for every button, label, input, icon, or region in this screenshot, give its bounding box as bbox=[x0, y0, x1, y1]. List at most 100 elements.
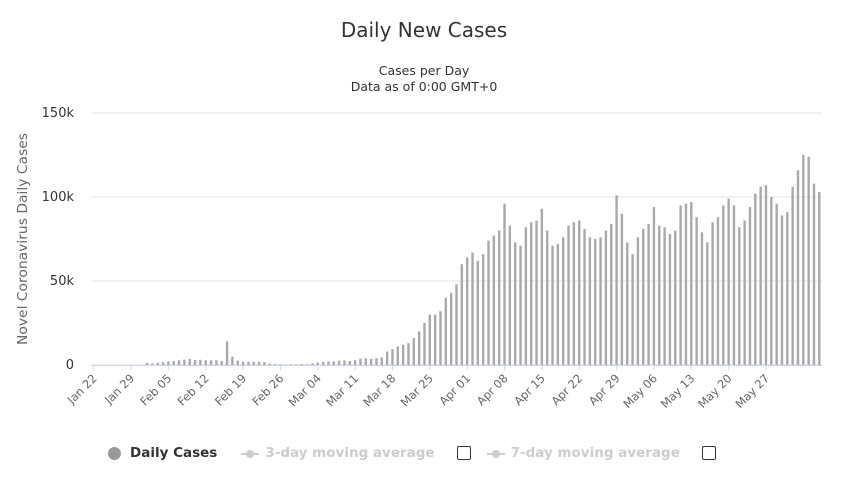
chart-title: Daily New Cases bbox=[340, 18, 508, 42]
x-tick-label: Jan 29 bbox=[101, 371, 137, 407]
bar bbox=[620, 213, 624, 365]
bar bbox=[433, 314, 437, 365]
bar bbox=[583, 228, 586, 365]
bar bbox=[807, 156, 810, 365]
bar bbox=[796, 170, 800, 365]
bar bbox=[412, 338, 416, 365]
bar bbox=[513, 242, 517, 365]
bar bbox=[764, 185, 768, 365]
legend-item-3day-average[interactable]: 3-day moving average bbox=[241, 445, 435, 461]
x-tick-label: Feb 19 bbox=[212, 371, 249, 408]
bar bbox=[225, 341, 229, 365]
bar bbox=[732, 205, 736, 365]
checkbox-3day-average[interactable] bbox=[456, 446, 471, 460]
bar bbox=[449, 292, 453, 365]
bar bbox=[476, 260, 480, 365]
bar bbox=[220, 360, 223, 365]
x-tick-label: Apr 22 bbox=[548, 371, 585, 408]
bar bbox=[428, 314, 432, 365]
bar bbox=[599, 237, 602, 365]
bar bbox=[492, 235, 496, 365]
legend-item-7day-average[interactable]: 7-day moving average bbox=[486, 445, 680, 461]
bar bbox=[252, 361, 255, 365]
legend: Daily Cases 3-day moving average 7-day m… bbox=[108, 442, 732, 464]
x-tick-label: Apr 08 bbox=[474, 371, 511, 408]
bar bbox=[183, 359, 186, 365]
legend-label-7day-average: 7-day moving average bbox=[510, 445, 680, 461]
x-tick-label: Apr 15 bbox=[511, 371, 548, 408]
bar bbox=[690, 202, 693, 365]
bar bbox=[471, 252, 474, 365]
bar bbox=[300, 363, 303, 365]
bar bbox=[770, 197, 773, 365]
bar bbox=[636, 237, 640, 365]
bar bbox=[604, 230, 608, 365]
x-tick-label: Feb 05 bbox=[137, 371, 174, 408]
bar bbox=[241, 361, 245, 365]
bar bbox=[562, 237, 565, 365]
bar bbox=[508, 225, 512, 365]
bar bbox=[775, 203, 778, 365]
bar bbox=[369, 358, 373, 365]
bar bbox=[556, 244, 560, 365]
x-tick-label: Apr 01 bbox=[436, 371, 473, 408]
bar bbox=[700, 232, 704, 365]
bar bbox=[572, 222, 576, 365]
bar bbox=[332, 361, 335, 365]
bar bbox=[204, 360, 207, 365]
bar bbox=[594, 239, 597, 365]
bar bbox=[465, 257, 469, 365]
bar bbox=[391, 349, 394, 365]
bar bbox=[364, 358, 367, 365]
line-marker-icon bbox=[486, 447, 505, 460]
bar bbox=[167, 361, 170, 365]
x-tick-label: Feb 12 bbox=[175, 371, 212, 408]
bar bbox=[546, 230, 549, 365]
bar bbox=[161, 362, 165, 365]
bar bbox=[610, 223, 613, 365]
bar bbox=[567, 225, 570, 365]
x-tick-label: Mar 25 bbox=[398, 371, 436, 409]
x-tick-label: Mar 04 bbox=[286, 371, 324, 409]
bar bbox=[188, 358, 191, 365]
x-tick-label: Feb 26 bbox=[249, 371, 286, 408]
bar bbox=[802, 155, 805, 365]
circle-icon bbox=[108, 446, 121, 460]
bar-series bbox=[145, 155, 821, 365]
bar bbox=[497, 230, 501, 365]
y-tick-label: 0 bbox=[66, 358, 74, 373]
x-tick-label: Mar 18 bbox=[360, 371, 398, 409]
bar bbox=[209, 360, 213, 365]
bar bbox=[535, 220, 538, 365]
bar bbox=[257, 361, 261, 365]
bar bbox=[375, 358, 378, 365]
bar bbox=[695, 217, 698, 365]
bar bbox=[791, 186, 794, 365]
legend-item-daily-cases[interactable]: Daily Cases bbox=[108, 445, 217, 461]
bar bbox=[305, 364, 309, 365]
bar bbox=[193, 359, 197, 365]
bar bbox=[748, 207, 752, 365]
bar bbox=[727, 198, 730, 365]
legend-label-3day-average: 3-day moving average bbox=[265, 445, 435, 461]
bar bbox=[353, 360, 357, 365]
bar bbox=[711, 222, 714, 365]
x-tick-label: Apr 29 bbox=[586, 371, 623, 408]
bar bbox=[284, 364, 287, 365]
bar bbox=[754, 193, 757, 365]
bar bbox=[289, 364, 293, 365]
bar bbox=[652, 207, 656, 365]
bar bbox=[668, 233, 672, 365]
chart-subtitle-line1: Cases per Day bbox=[378, 63, 470, 78]
bar bbox=[380, 357, 383, 365]
bar bbox=[743, 220, 746, 365]
bar bbox=[738, 227, 741, 365]
bar bbox=[674, 230, 677, 365]
bar bbox=[359, 358, 362, 365]
checkbox-7day-average[interactable] bbox=[701, 446, 716, 460]
bar bbox=[156, 362, 159, 365]
legend-label-daily-cases: Daily Cases bbox=[130, 445, 218, 461]
bar bbox=[215, 360, 218, 365]
bar bbox=[647, 223, 650, 365]
bar bbox=[385, 351, 389, 365]
